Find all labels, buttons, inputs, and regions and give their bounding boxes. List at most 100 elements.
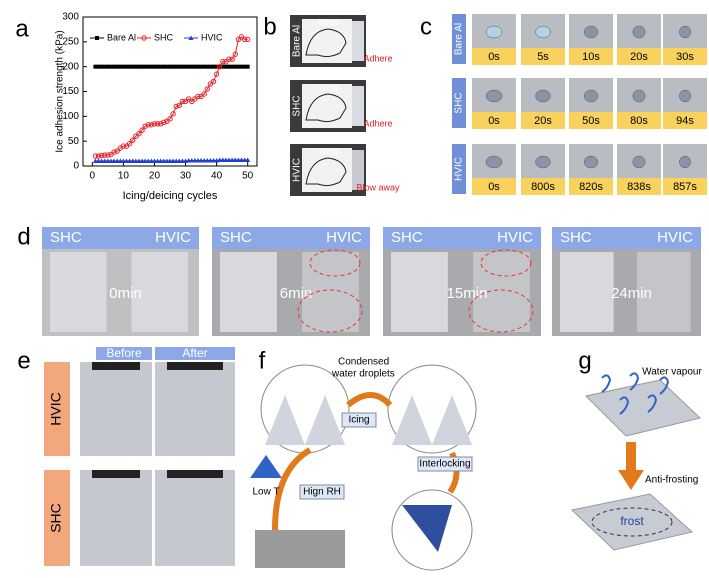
panel-label: e (17, 347, 30, 374)
point (99, 64, 104, 69)
time-bar (472, 112, 516, 129)
side-tab (44, 470, 70, 566)
sample-right (302, 252, 359, 332)
time-label: 0s (488, 51, 500, 63)
point (213, 71, 220, 77)
point (241, 36, 248, 43)
arrow-head (618, 470, 644, 490)
point (173, 103, 179, 110)
legend-marker (141, 35, 147, 41)
y-tick-label: 100 (62, 111, 79, 122)
point (186, 64, 191, 69)
droplets-label: water droplets (331, 369, 395, 380)
header-bar (552, 227, 701, 249)
ice-block (352, 21, 364, 61)
vapour-label: Water vapour (642, 367, 702, 378)
point (130, 137, 136, 143)
time-label: 20s (630, 51, 648, 63)
side-label: HVIC (454, 157, 465, 181)
point (120, 143, 127, 149)
point (112, 64, 117, 69)
photo (155, 362, 235, 456)
photo (155, 470, 235, 566)
frost-ring (480, 249, 532, 277)
point (245, 157, 251, 163)
droplet (583, 89, 599, 103)
photo (80, 470, 152, 566)
y-tick-label: 250 (62, 36, 79, 47)
header-bar (155, 347, 235, 360)
point (145, 122, 151, 128)
clamp (92, 362, 140, 370)
arrow (346, 392, 393, 408)
droplet (583, 155, 599, 169)
point (239, 64, 244, 69)
arrow (272, 447, 312, 531)
point (210, 78, 217, 85)
y-tick-label: 50 (68, 136, 80, 147)
row-label: HVIC (48, 392, 64, 425)
y-tick-label: 300 (62, 12, 79, 23)
point (142, 123, 148, 129)
point (121, 64, 126, 69)
x-tick-label: 20 (149, 171, 161, 182)
point (229, 56, 235, 62)
point (140, 64, 145, 69)
point (242, 64, 247, 69)
header-bar (42, 227, 199, 249)
panel-label: c (420, 13, 432, 40)
cone (265, 395, 345, 445)
point (96, 64, 101, 69)
point (227, 64, 232, 69)
time-bar (663, 48, 707, 65)
point (223, 64, 228, 69)
column-label: After (182, 346, 207, 360)
point (176, 102, 183, 109)
time-bar (569, 112, 613, 129)
point (92, 153, 99, 159)
droplet (632, 25, 646, 39)
point (168, 64, 172, 69)
point (232, 51, 238, 57)
sample-right (131, 252, 189, 332)
point (236, 64, 241, 69)
time-label: 5s (537, 51, 549, 63)
snow-triangle (250, 455, 282, 478)
header-bar (96, 347, 152, 360)
ice-block (352, 86, 364, 126)
point (102, 64, 107, 69)
ice-block (352, 150, 364, 190)
point (126, 140, 133, 147)
vapour (647, 394, 658, 413)
header-bar (212, 227, 370, 249)
time-label: 0s (488, 115, 500, 127)
icing-label: Icing (348, 415, 369, 426)
x-tick-label: 0 (90, 171, 96, 182)
panel-label: g (578, 347, 591, 374)
x-axis-label: Icing/deicing cycles (123, 190, 218, 202)
point (139, 127, 145, 133)
point (189, 64, 194, 69)
droplet (485, 89, 503, 103)
vapour (619, 396, 630, 415)
point (244, 36, 251, 43)
time-label: 80s (630, 115, 648, 127)
row-label: SHC (48, 503, 64, 533)
point (177, 64, 182, 69)
point (124, 64, 129, 69)
droplet (535, 25, 551, 39)
header-left: SHC (50, 229, 82, 246)
point (149, 64, 154, 69)
point (226, 56, 232, 62)
y-tick-label: 200 (62, 61, 79, 72)
header-right: HVIC (497, 229, 533, 246)
sample-left (391, 252, 448, 332)
point (205, 64, 210, 69)
y-tick-label: 150 (62, 86, 79, 97)
droplet (485, 25, 503, 39)
point (105, 152, 111, 158)
anti-frosting-label: Anti-frosting (645, 475, 698, 486)
point (151, 121, 158, 127)
header-right: HVIC (657, 229, 693, 246)
